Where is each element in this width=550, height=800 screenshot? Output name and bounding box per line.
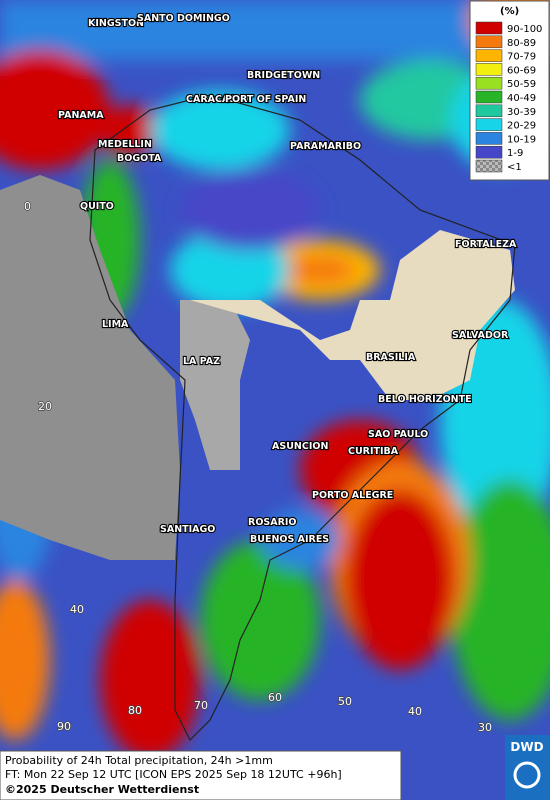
city-label: SANTIAGO (160, 524, 215, 535)
city-label: BELO HORIZONTE (378, 394, 472, 405)
legend-label: 40-49 (507, 93, 536, 104)
city-label: MEDELLIN (98, 139, 152, 150)
legend-label: 30-39 (507, 107, 536, 118)
city-labels: KINGSTON SANTO DOMINGO BRIDGETOWN CARACA… (57, 12, 518, 546)
city-label: LA PAZ (183, 356, 220, 367)
legend-label: 20-29 (507, 121, 536, 132)
legend-swatch (475, 159, 503, 173)
lon-label: 80 (128, 704, 142, 717)
lon-label: 30 (478, 721, 492, 734)
city-label: LIMA (102, 319, 129, 330)
city-label: ROSARIO (248, 517, 297, 528)
legend-swatch (475, 35, 503, 49)
legend-swatch (475, 76, 503, 90)
city-label: SAO PAULO (368, 429, 428, 440)
legend-swatch (475, 118, 503, 131)
legend-label: 60-69 (507, 65, 536, 76)
logo-box (505, 735, 550, 800)
legend-label: 70-79 (507, 52, 536, 63)
legend-label: 1-9 (507, 148, 523, 159)
legend-label: 50-59 (507, 79, 536, 90)
city-label: CURITIBA (348, 446, 399, 457)
legend-swatch (475, 21, 503, 35)
city-label: PORTO ALEGRE (312, 490, 393, 501)
city-label: PARAMARIBO (290, 141, 361, 152)
legend: (%) 90-100 80-89 70-79 60-69 50-59 40-49 30-39… (469, 0, 550, 181)
lon-label: 50 (338, 695, 352, 708)
lon-label: 60 (268, 691, 282, 704)
city-label: BRIDGETOWN (247, 70, 320, 81)
city-label: ASUNCION (272, 441, 328, 452)
lon-label: 90 (57, 720, 71, 733)
lon-label: 70 (194, 699, 208, 712)
legend-label: 90-100 (507, 24, 542, 35)
city-label: FORTALEZA (455, 239, 517, 250)
city-label: QUITO (80, 201, 114, 212)
graticule-labels: 0 20 40 90 80 70 60 50 40 30 (23, 199, 493, 735)
city-label: BOGOTA (117, 153, 162, 164)
city-label: BRASILIA (366, 352, 416, 363)
legend-swatch (475, 63, 503, 76)
legend-swatch (475, 145, 503, 159)
footer-line: Probability of 24h Total precipitation, … (5, 754, 273, 767)
city-label: BUENOS AIRES (250, 534, 329, 545)
city-label: SALVADOR (452, 330, 509, 341)
footer: Probability of 24h Total precipitation, … (0, 735, 550, 800)
legend-label: 80-89 (507, 38, 536, 49)
logo-swirl (513, 761, 541, 789)
footer-box (0, 750, 402, 800)
legend-swatch (475, 104, 503, 118)
city-label: CARACAS (186, 94, 236, 105)
legend-swatch (475, 90, 503, 104)
logo-text: DWD (510, 740, 543, 754)
city-label: PORT OF SPAIN (225, 94, 306, 105)
city-label: KINGSTON (88, 18, 144, 29)
lat-label: 20 (38, 400, 52, 413)
legend-label: 10-19 (507, 134, 536, 145)
coastline (89, 94, 516, 742)
footer-line: FT: Mon 22 Sep 12 UTC [ICON EPS 2025 Sep… (5, 768, 342, 781)
legend-label: <1 (507, 162, 522, 173)
legend-swatch (475, 132, 503, 145)
legend-title: (%) (500, 6, 519, 17)
legend-swatch (475, 49, 503, 62)
city-label: PANAMA (58, 110, 104, 121)
lat-label: 0 (24, 200, 31, 213)
lon-label: 40 (408, 705, 422, 718)
footer-line: ©2025 Deutscher Wetterdienst (5, 783, 199, 796)
lat-label: 40 (70, 603, 84, 616)
city-label: SANTO DOMINGO (137, 13, 230, 24)
